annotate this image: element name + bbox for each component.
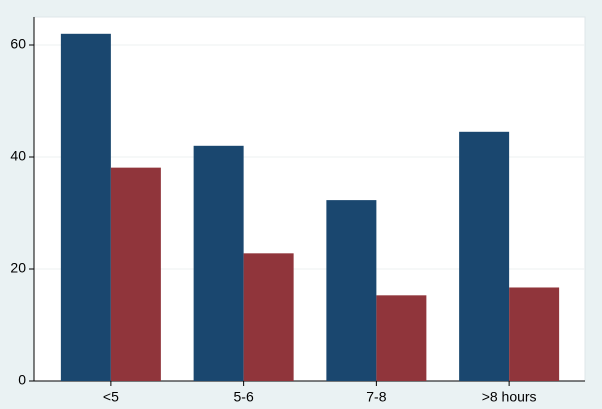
x-tick-label: <5	[103, 389, 119, 405]
y-tick-label: 40	[10, 148, 26, 164]
x-tick-label: 7-8	[366, 389, 386, 405]
bar	[509, 287, 560, 381]
bar	[110, 167, 161, 381]
y-tick-label: 0	[18, 372, 26, 388]
bar	[60, 33, 111, 382]
x-tick-label: 5-6	[234, 389, 254, 405]
bar	[243, 253, 294, 381]
bar	[376, 295, 427, 381]
bar	[193, 145, 244, 381]
y-tick-label: 20	[10, 260, 26, 276]
y-tick-label: 60	[10, 36, 26, 52]
bar	[326, 200, 377, 381]
x-tick-label: >8 hours	[482, 389, 537, 405]
bar	[459, 131, 510, 381]
